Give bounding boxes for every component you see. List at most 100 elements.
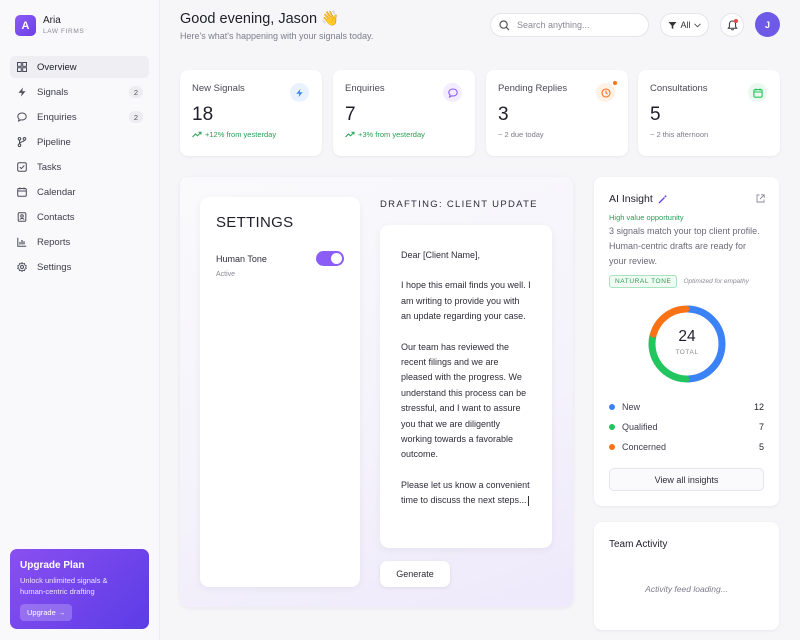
stat-label: Enquiries <box>345 83 385 94</box>
sidebar-item-reports[interactable]: Reports <box>10 231 149 253</box>
sidebar-item-signals[interactable]: Signals 2 <box>10 81 149 103</box>
legend-dot <box>609 404 615 410</box>
generate-button[interactable]: Generate <box>380 561 450 587</box>
settings-card: SETTINGS Human Tone Active <box>200 197 360 587</box>
stat-card-new-signals[interactable]: New Signals 18 +12% from yesterday <box>180 70 322 156</box>
legend-value: 12 <box>753 402 764 412</box>
legend-label: Concerned <box>622 442 667 452</box>
upgrade-button[interactable]: Upgrade → <box>20 604 73 621</box>
draft-greeting: Dear [Client Name], <box>401 250 481 260</box>
donut-legend: New 12 Qualified 7 Concerned 5 <box>609 397 764 457</box>
checkbox-icon <box>17 162 27 172</box>
stat-label: Consultations <box>650 83 708 94</box>
stat-delta-text: ~ 2 this afternoon <box>650 130 709 139</box>
stat-delta-text: +12% from yesterday <box>205 130 277 139</box>
search-input[interactable] <box>517 20 637 30</box>
stat-value: 3 <box>498 104 509 125</box>
legend-dot <box>609 424 615 430</box>
stat-label: New Signals <box>192 83 245 94</box>
upgrade-title: Upgrade Plan <box>20 560 85 571</box>
sidebar-item-settings[interactable]: Settings <box>10 256 149 278</box>
grid-icon <box>17 62 27 72</box>
legend-item-new: New 12 <box>609 397 764 417</box>
stat-delta: ~ 2 due today <box>498 130 616 139</box>
donut-total: 24 <box>678 328 696 345</box>
upgrade-description: Unlock unlimited signals & human-centric… <box>20 576 108 596</box>
filter-icon <box>668 21 677 29</box>
legend-value: 7 <box>758 422 764 432</box>
legend-value: 5 <box>758 442 764 452</box>
stat-card-consultations[interactable]: Consultations 5 ~ 2 this afternoon <box>638 70 780 156</box>
stat-value: 7 <box>345 104 356 125</box>
contacts-icon <box>17 212 27 222</box>
ai-insight-title-text: AI Insight <box>609 193 653 205</box>
stat-delta: +12% from yesterday <box>192 130 310 139</box>
team-activity-card: Team Activity Activity feed loading... <box>594 522 779 630</box>
chart-icon <box>17 237 27 247</box>
donut-segment-qualified <box>648 332 690 383</box>
draft-editor[interactable]: Dear [Client Name], I hope this email fi… <box>380 225 552 548</box>
sidebar: A Aria LAW FIRMS Overview Signals 2 Enqu… <box>0 0 160 640</box>
calendar-icon <box>17 187 27 197</box>
brand[interactable]: A Aria LAW FIRMS <box>15 15 84 36</box>
human-tone-toggle[interactable] <box>316 251 344 266</box>
sidebar-item-label: Reports <box>37 236 71 248</box>
chat-icon <box>443 83 462 102</box>
count-badge: 2 <box>129 86 143 98</box>
page-title: Good evening, Jason 👋 <box>180 11 340 27</box>
clock-icon <box>596 81 617 102</box>
external-link-icon[interactable] <box>756 194 765 203</box>
trend-up-icon <box>192 131 202 138</box>
sidebar-item-enquiries[interactable]: Enquiries 2 <box>10 106 149 128</box>
sidebar-item-pipeline[interactable]: Pipeline <box>10 131 149 153</box>
sidebar-item-overview[interactable]: Overview <box>10 56 149 78</box>
insight-tag: High value opportunity <box>609 213 684 222</box>
draft-paragraph: Please let us know a convenient time to … <box>401 479 530 506</box>
natural-tone-chip: NATURAL TONE <box>609 275 678 288</box>
magic-wand-icon <box>658 194 667 204</box>
donut-total-label: TOTAL <box>675 349 699 356</box>
alert-dot <box>613 81 617 85</box>
sidebar-item-label: Overview <box>37 61 77 73</box>
stat-card-enquiries[interactable]: Enquiries 7 +3% from yesterday <box>333 70 475 156</box>
stat-card-pending-replies[interactable]: Pending Replies 3 ~ 2 due today <box>486 70 628 156</box>
donut-segment-new <box>684 305 726 383</box>
avatar[interactable]: J <box>755 12 780 37</box>
upgrade-card: Upgrade Plan Unlock unlimited signals & … <box>10 549 149 629</box>
draft-paragraph: Our team has reviewed the recent filings… <box>401 341 527 460</box>
sidebar-item-label: Contacts <box>37 211 75 223</box>
filter-label: All <box>680 20 691 30</box>
view-all-insights-button[interactable]: View all insights <box>609 468 764 491</box>
trend-up-icon <box>345 131 355 138</box>
legend-label: New <box>622 402 641 412</box>
stat-delta-text: ~ 2 due today <box>498 130 544 139</box>
sidebar-item-calendar[interactable]: Calendar <box>10 181 149 203</box>
notifications-button[interactable] <box>720 13 744 37</box>
ai-insight-card: AI Insight High value opportunity 3 sign… <box>594 177 779 506</box>
sidebar-item-contacts[interactable]: Contacts <box>10 206 149 228</box>
count-badge: 2 <box>129 111 143 123</box>
brand-subtitle: LAW FIRMS <box>43 28 85 35</box>
stat-value: 5 <box>650 104 661 125</box>
filter-dropdown[interactable]: All <box>660 13 709 37</box>
sidebar-item-label: Tasks <box>37 161 62 173</box>
brand-name: Aria <box>43 15 61 26</box>
search-box[interactable] <box>490 13 649 37</box>
insight-description: 3 signals match your top client profile.… <box>609 226 760 266</box>
sidebar-nav: Overview Signals 2 Enquiries 2 Pipeline <box>10 56 149 281</box>
drafting-panel: SETTINGS Human Tone Active DRAFTING: CLI… <box>180 177 573 607</box>
text-cursor <box>527 495 529 506</box>
chevron-down-icon <box>693 22 701 28</box>
stat-delta: ~ 2 this afternoon <box>650 130 768 139</box>
sidebar-item-tasks[interactable]: Tasks <box>10 156 149 178</box>
draft-paragraph: I hope this email finds you well. I am w… <box>401 280 531 322</box>
draft-title: DRAFTING: CLIENT UPDATE <box>380 199 538 210</box>
insight-donut-chart <box>648 305 726 383</box>
sidebar-item-label: Signals <box>37 86 69 98</box>
legend-label: Qualified <box>622 422 658 432</box>
search-icon <box>499 19 510 30</box>
legend-item-concerned: Concerned 5 <box>609 437 764 457</box>
ai-insight-title: AI Insight <box>609 193 764 205</box>
tone-note: Optimized for empathy <box>683 278 749 285</box>
human-tone-label: Human Tone <box>216 253 267 264</box>
